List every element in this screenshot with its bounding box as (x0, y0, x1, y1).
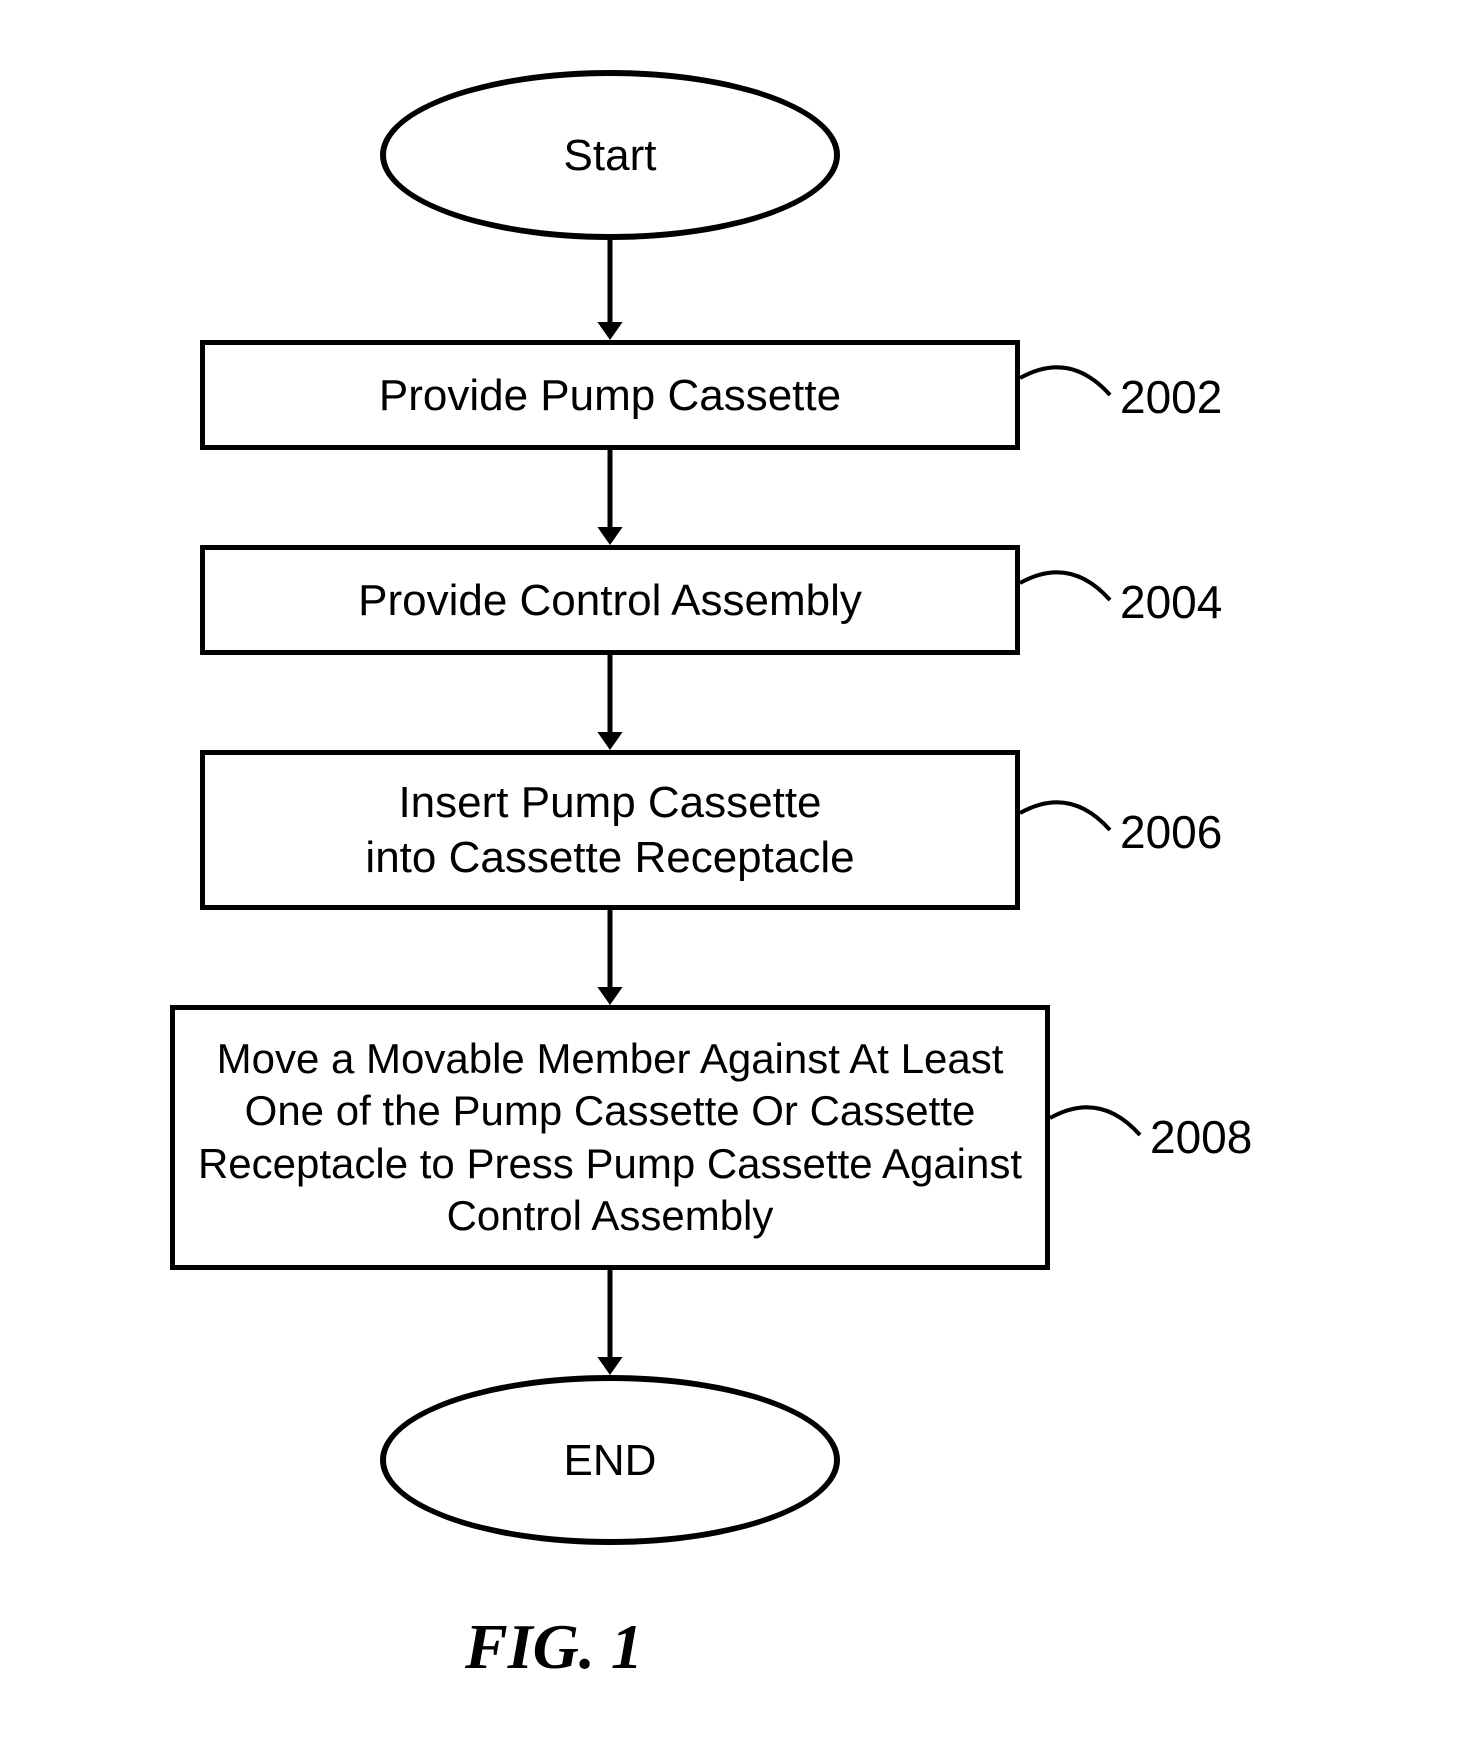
ref-leader-n2008 (0, 0, 1461, 1759)
figure-caption: FIG. 1 (465, 1610, 643, 1684)
flowchart-canvas: StartProvide Pump CassetteProvide Contro… (0, 0, 1461, 1759)
ref-label-n2008: 2008 (1150, 1110, 1252, 1164)
